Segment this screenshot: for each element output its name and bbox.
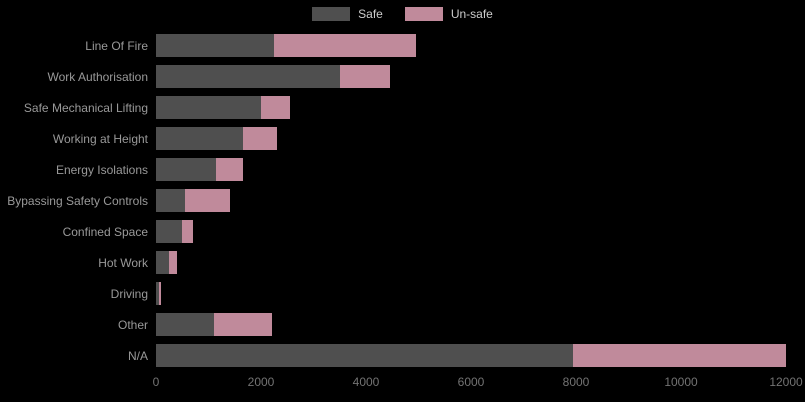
- legend-swatch-safe: [312, 7, 351, 21]
- legend-label: Un-safe: [450, 7, 493, 21]
- bar-bypassing-safety-controls: [156, 189, 230, 212]
- bar-segment-un-safe[interactable]: [184, 189, 230, 212]
- bar-segment-un-safe[interactable]: [274, 34, 416, 57]
- bar-segment-un-safe[interactable]: [213, 313, 272, 336]
- bar-segment-un-safe[interactable]: [216, 158, 243, 181]
- bar-segment-un-safe[interactable]: [261, 96, 290, 119]
- bar-safe-mechanical-lifting: [156, 96, 290, 119]
- x-axis: 0 2000 4000 6000 8000 10000 12000: [0, 373, 805, 393]
- x-tick: 12000: [769, 375, 803, 389]
- category-label: Driving: [110, 286, 148, 301]
- chart-row-confined-space: Confined Space: [0, 216, 805, 247]
- x-tick: 0: [152, 375, 160, 389]
- legend: Safe Un-safe: [0, 6, 805, 22]
- bar-segment-un-safe[interactable]: [158, 282, 162, 305]
- bar-driving: [156, 282, 162, 305]
- category-label: Bypassing Safety Controls: [7, 193, 148, 208]
- bar-segment-safe[interactable]: [156, 127, 243, 150]
- bar-segment-safe[interactable]: [156, 158, 217, 181]
- bar-work-authorisation: [156, 65, 390, 88]
- bar-segment-safe[interactable]: [156, 251, 170, 274]
- bar-segment-safe[interactable]: [156, 65, 340, 88]
- category-label: Energy Isolations: [55, 162, 148, 177]
- bar-segment-un-safe[interactable]: [169, 251, 177, 274]
- legend-item-un-safe[interactable]: Un-safe: [404, 7, 493, 21]
- bar-n-a: [156, 344, 786, 367]
- bar-segment-safe[interactable]: [156, 344, 574, 367]
- category-label: Line Of Fire: [85, 38, 148, 53]
- bar-energy-isolations: [156, 158, 243, 181]
- bar-segment-safe[interactable]: [156, 282, 159, 305]
- x-tick: 4000: [352, 375, 380, 389]
- legend-swatch-un-safe: [404, 7, 443, 21]
- bar-hot-work: [156, 251, 177, 274]
- category-label: Other: [117, 317, 148, 332]
- bar-working-at-height: [156, 127, 277, 150]
- bar-segment-safe[interactable]: [156, 189, 185, 212]
- bar-segment-safe[interactable]: [156, 220, 183, 243]
- x-tick: 8000: [562, 375, 590, 389]
- chart-row-working-at-height: Working at Height: [0, 123, 805, 154]
- x-tick: 2000: [247, 375, 275, 389]
- bar-line-of-fire: [156, 34, 416, 57]
- category-label: Safe Mechanical Lifting: [23, 100, 148, 115]
- chart-row-n-a: N/A: [0, 340, 805, 371]
- chart-row-bypassing-safety-controls: Bypassing Safety Controls: [0, 185, 805, 216]
- chart-row-safe-mechanical-lifting: Safe Mechanical Lifting: [0, 92, 805, 123]
- category-label: N/A: [127, 348, 148, 363]
- bar-segment-un-safe[interactable]: [242, 127, 277, 150]
- legend-item-safe[interactable]: Safe: [312, 7, 383, 21]
- category-label: Work Authorisation: [47, 69, 149, 84]
- bar-other: [156, 313, 272, 336]
- plot-area: Line Of Fire Work Authorisation Safe Mecha…: [0, 30, 805, 371]
- category-label: Hot Work: [98, 255, 148, 270]
- x-tick: 6000: [457, 375, 485, 389]
- bar-segment-safe[interactable]: [156, 96, 261, 119]
- x-tick: 10000: [664, 375, 698, 389]
- chart-row-hot-work: Hot Work: [0, 247, 805, 278]
- chart-row-energy-isolations: Energy Isolations: [0, 154, 805, 185]
- chart-row-other: Other: [0, 309, 805, 340]
- category-label: Confined Space: [62, 224, 148, 239]
- category-label: Working at Height: [52, 131, 148, 146]
- bar-segment-safe[interactable]: [156, 34, 275, 57]
- chart-row-driving: Driving: [0, 278, 805, 309]
- legend-label: Safe: [358, 7, 383, 21]
- bar-confined-space: [156, 220, 193, 243]
- bar-segment-un-safe[interactable]: [182, 220, 193, 243]
- bar-segment-safe[interactable]: [156, 313, 214, 336]
- bar-segment-un-safe[interactable]: [339, 65, 390, 88]
- chart-row-line-of-fire: Line Of Fire: [0, 30, 805, 61]
- bar-segment-un-safe[interactable]: [573, 344, 786, 367]
- chart-row-work-authorisation: Work Authorisation: [0, 61, 805, 92]
